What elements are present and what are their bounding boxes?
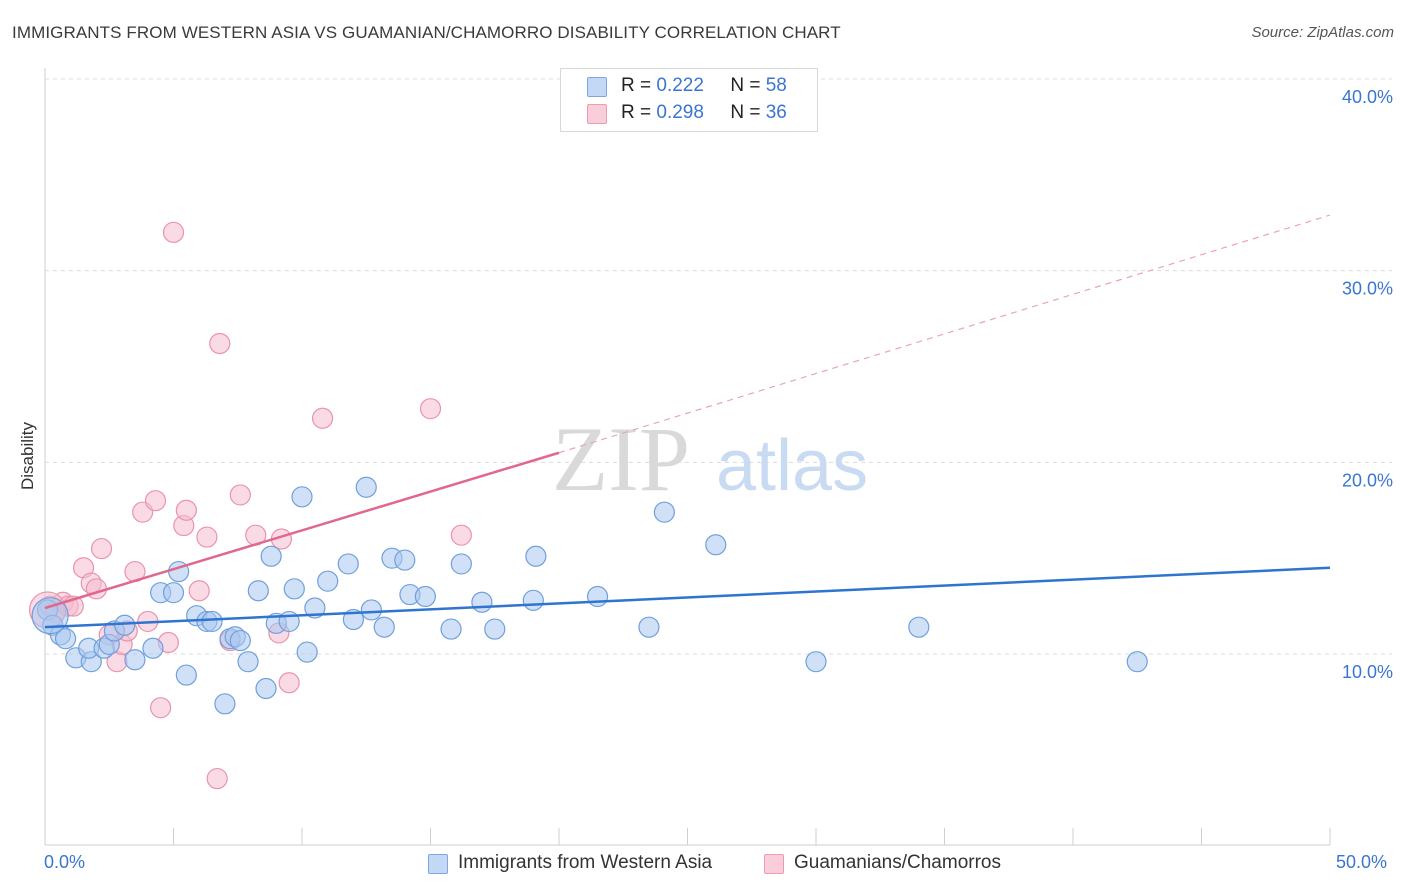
legend-n-value: 58 bbox=[765, 75, 787, 96]
legend-n-value: 36 bbox=[765, 102, 787, 123]
trendline-guamanians-extension bbox=[558, 214, 1331, 454]
western-asia-point bbox=[54, 628, 77, 650]
guamanian-point bbox=[311, 407, 334, 429]
western-asia-point bbox=[805, 651, 827, 673]
legend-swatch-pink bbox=[764, 854, 784, 874]
guamanian-point bbox=[206, 767, 228, 790]
western-asia-point bbox=[296, 641, 318, 663]
western-asia-point bbox=[360, 599, 382, 621]
guamanian-point bbox=[188, 580, 210, 602]
western-asia-point bbox=[229, 629, 251, 652]
western-asia-point bbox=[255, 677, 277, 700]
western-asia-point bbox=[291, 486, 313, 508]
guamanian-point bbox=[150, 697, 172, 719]
x-tick-min: 0.0% bbox=[44, 852, 86, 872]
y-tick-label: 30.0% bbox=[1342, 279, 1393, 299]
guamanian-point bbox=[419, 398, 442, 420]
legend-r-value: 0.298 bbox=[656, 102, 704, 123]
western-asia-point bbox=[201, 610, 223, 633]
legend-r-label: R = bbox=[621, 102, 652, 123]
western-asia-point bbox=[142, 637, 164, 659]
western-asia-point bbox=[653, 501, 675, 523]
western-asia-point bbox=[484, 618, 506, 640]
western-asia-point bbox=[1126, 651, 1148, 673]
legend-swatch-blue bbox=[428, 854, 448, 874]
legend-label-western-asia: Immigrants from Western Asia bbox=[458, 852, 713, 873]
legend-r-value: 0.222 bbox=[656, 75, 704, 96]
western-asia-point bbox=[373, 616, 395, 638]
western-asia-point bbox=[304, 597, 326, 619]
guamanian-point bbox=[450, 524, 472, 546]
western-asia-point bbox=[394, 549, 416, 571]
western-asia-point bbox=[440, 618, 462, 640]
western-asia-point bbox=[705, 534, 727, 556]
western-asia-point bbox=[247, 580, 269, 602]
watermark-atlas: atlas bbox=[716, 426, 868, 506]
guamanian-point bbox=[90, 537, 113, 560]
y-tick-label: 10.0% bbox=[1342, 662, 1393, 682]
western-asia-point bbox=[162, 582, 185, 604]
series-guamanians-points bbox=[28, 221, 472, 790]
western-asia-point bbox=[317, 570, 339, 592]
guamanian-point bbox=[229, 484, 251, 506]
trendline-western-asia bbox=[44, 566, 1331, 629]
western-asia-point bbox=[586, 585, 609, 608]
western-asia-point bbox=[283, 578, 305, 600]
western-asia-point bbox=[414, 585, 436, 608]
watermark: ZIP atlas bbox=[552, 408, 868, 510]
western-asia-point bbox=[237, 651, 259, 673]
western-asia-point bbox=[355, 476, 377, 498]
y-tick-label: 20.0% bbox=[1342, 470, 1393, 490]
watermark-zip: ZIP bbox=[552, 408, 690, 510]
guamanian-point bbox=[144, 490, 167, 512]
guamanian-point bbox=[196, 526, 218, 548]
y-tick-label: 40.0% bbox=[1342, 87, 1393, 107]
source-credit: Source: ZipAtlas.com bbox=[1251, 24, 1394, 41]
y-axis-label: Disability bbox=[18, 421, 37, 491]
stats-legend: R = 0.222 N = 58 R = 0.298 N = 36 bbox=[560, 68, 818, 132]
y-tick-labels: 10.0% 20.0% 30.0% 40.0% bbox=[1342, 87, 1393, 682]
gridlines bbox=[45, 78, 1392, 655]
western-asia-point bbox=[214, 693, 236, 715]
legend-r-label: R = bbox=[621, 75, 652, 96]
western-asia-point bbox=[175, 664, 197, 686]
western-asia-point bbox=[908, 616, 930, 638]
western-asia-point bbox=[31, 597, 69, 635]
western-asia-point bbox=[471, 591, 493, 613]
series-western-asia-points bbox=[31, 476, 1148, 715]
western-asia-point bbox=[525, 545, 547, 567]
western-asia-point bbox=[522, 589, 544, 611]
legend-swatch-pink bbox=[587, 104, 607, 124]
legend-n-label: N = bbox=[730, 102, 761, 123]
trendlines bbox=[44, 214, 1331, 629]
x-tick-max: 50.0% bbox=[1336, 852, 1388, 872]
western-asia-point bbox=[260, 545, 282, 567]
legend-label-guamanians: Guamanians/Chamorros bbox=[794, 852, 1001, 873]
guamanian-point bbox=[162, 221, 185, 243]
trendline-guamanians bbox=[44, 451, 560, 610]
guamanian-point bbox=[278, 672, 300, 694]
western-asia-point bbox=[450, 553, 472, 575]
western-asia-point bbox=[638, 616, 660, 638]
guamanian-point bbox=[209, 332, 231, 355]
western-asia-point bbox=[114, 614, 136, 636]
legend-swatch-blue bbox=[587, 77, 607, 97]
chart-title: IMMIGRANTS FROM WESTERN ASIA VS GUAMANIA… bbox=[12, 23, 841, 42]
western-asia-point bbox=[337, 553, 359, 575]
western-asia-point bbox=[124, 649, 146, 671]
western-asia-point bbox=[342, 608, 364, 631]
axes bbox=[44, 68, 1331, 846]
guamanian-point bbox=[175, 499, 197, 521]
legend-n-label: N = bbox=[730, 75, 761, 96]
